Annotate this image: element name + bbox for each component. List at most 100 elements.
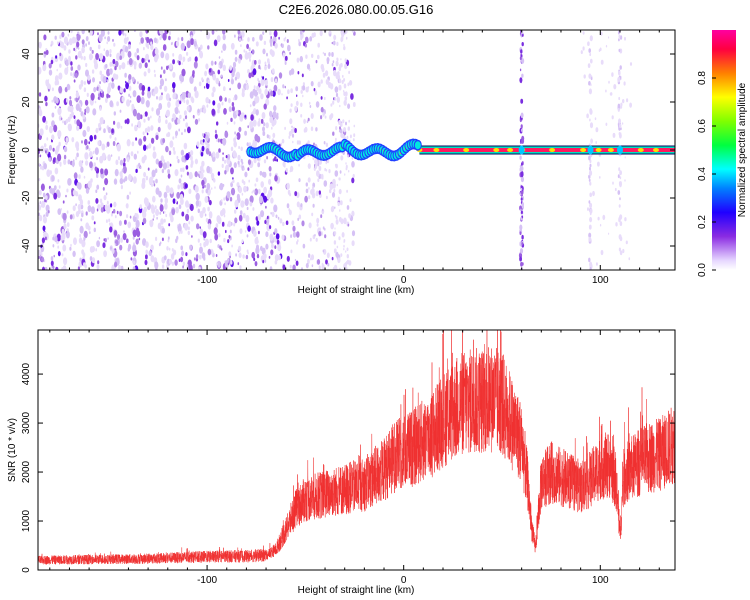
heatmap-blob <box>296 201 300 208</box>
heatmap-blob <box>265 122 269 129</box>
heatmap-blob <box>217 244 220 249</box>
heatmap-blob <box>106 93 109 99</box>
heatmap-blob <box>61 232 66 241</box>
heatmap-blob <box>187 126 191 134</box>
heatmap-blob <box>110 246 112 250</box>
heatmap-blob <box>583 74 586 79</box>
heatmap-blob <box>322 249 325 253</box>
heatmap-blob <box>589 159 592 164</box>
heatmap-blob <box>305 182 308 187</box>
heatmap-blob <box>110 154 113 158</box>
heatmap-blob <box>115 74 119 80</box>
heatmap-blob <box>217 102 221 110</box>
heatmap-blob <box>267 63 271 69</box>
heatmap-blob <box>332 131 335 136</box>
heatmap-blob <box>159 94 163 101</box>
heatmap-blob <box>230 146 234 152</box>
heatmap-blob <box>137 150 139 154</box>
heatmap-blob <box>298 178 301 183</box>
heatmap-blob <box>101 92 105 98</box>
heatmap-blob <box>123 230 125 233</box>
heatmap-blob <box>294 258 297 262</box>
heatmap-blob <box>172 198 176 204</box>
heatmap-blob <box>106 68 111 77</box>
heatmap-blob <box>306 120 309 124</box>
heatmap-blob <box>185 252 188 257</box>
heatmap-blob <box>350 93 354 100</box>
heatmap-blob <box>244 230 247 233</box>
heatmap-blob <box>336 96 340 103</box>
heatmap-blob <box>207 143 210 148</box>
heatmap-blob <box>121 96 125 103</box>
heatmap-blob <box>619 236 623 242</box>
heatmap-blob <box>73 79 76 83</box>
heatmap-blob <box>589 211 592 216</box>
heatmap-blob <box>345 250 347 253</box>
heatmap-blob <box>255 41 259 47</box>
heatmap-blob <box>136 112 141 121</box>
heatmap-blob <box>100 202 104 209</box>
heatmap-blob <box>82 129 87 138</box>
heatmap-blob <box>624 179 626 182</box>
heatmap-blob <box>106 206 111 214</box>
heatmap-blob <box>132 176 137 184</box>
heatmap-blob <box>260 181 265 188</box>
heatmap-blob <box>181 62 183 65</box>
heatmap-blob <box>263 186 267 194</box>
heatmap-blob <box>143 154 147 161</box>
heatmap-blob <box>150 115 152 119</box>
heatmap-blob <box>264 65 267 71</box>
heatmap-blob <box>248 72 252 79</box>
heatmap-blob <box>589 166 591 171</box>
heatmap-blob <box>46 83 52 92</box>
heatmap-blob <box>107 154 112 162</box>
heatmap-blob <box>76 119 81 127</box>
heatmap-blob <box>298 214 302 220</box>
heatmap-blob <box>162 138 166 144</box>
heatmap-blob <box>332 178 336 186</box>
heatmap-blob <box>66 210 69 214</box>
heatmap-blob <box>163 69 166 74</box>
heatmap-blob <box>108 82 111 88</box>
heatmap-blob <box>184 115 188 120</box>
heatmap-blob <box>141 90 145 96</box>
heatmap-blob <box>127 174 132 181</box>
heatmap-blob <box>207 79 210 85</box>
heatmap-blob <box>344 30 348 34</box>
heatmap-blob <box>266 52 268 57</box>
heatmap-blob <box>317 54 320 60</box>
heatmap-blob <box>520 124 523 129</box>
heatmap-blob <box>334 231 337 236</box>
heatmap-blob <box>75 103 80 111</box>
heatmap-blob <box>281 43 284 49</box>
heatmap-blob <box>337 74 341 80</box>
heatmap-blob <box>347 223 350 227</box>
heatmap-blob <box>302 82 305 86</box>
heatmap-blob <box>140 166 142 169</box>
heatmap-blob <box>77 204 82 211</box>
heatmap-blob <box>619 250 623 256</box>
heatmap-blob <box>233 97 236 101</box>
heatmap-blob <box>126 139 131 147</box>
heatmap-blob <box>600 249 604 256</box>
heatmap-blob <box>165 52 170 61</box>
heatmap-blob <box>333 264 338 270</box>
heatmap-blob <box>119 109 122 113</box>
heatmap-blob <box>128 93 131 98</box>
heatmap-blob <box>75 55 78 60</box>
heatmap-blob <box>100 168 104 175</box>
heatmap-blob <box>169 258 172 265</box>
heatmap-blob <box>519 56 522 61</box>
heatmap-blob <box>605 122 608 127</box>
heatmap-blob <box>157 126 161 133</box>
chart-title: C2E6.2026.080.00.05.G16 <box>279 2 434 17</box>
heatmap-blob <box>109 53 112 58</box>
heatmap-blob <box>286 203 290 209</box>
heatmap-blob <box>281 138 285 144</box>
heatmap-blob <box>322 112 325 117</box>
heatmap-blob <box>305 188 309 194</box>
heatmap-blob <box>118 220 122 226</box>
heatmap-blob <box>273 30 278 38</box>
heatmap-blob <box>519 248 524 254</box>
heatmap-blob <box>240 158 243 163</box>
